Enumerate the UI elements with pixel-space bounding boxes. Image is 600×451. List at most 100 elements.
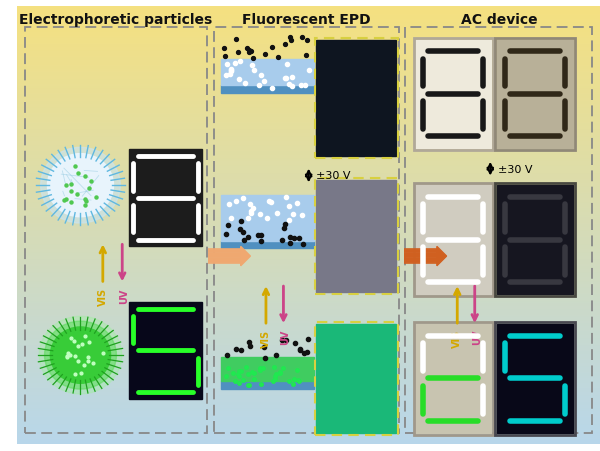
- Bar: [17, 312, 600, 315]
- Bar: [316, 181, 396, 292]
- Bar: [17, 139, 600, 142]
- Bar: [17, 25, 600, 28]
- Bar: [413, 322, 493, 435]
- Bar: [17, 23, 600, 26]
- Text: ±30 V: ±30 V: [316, 171, 351, 181]
- Bar: [17, 82, 600, 85]
- Bar: [17, 369, 600, 372]
- Bar: [17, 163, 600, 166]
- Bar: [17, 249, 600, 252]
- Bar: [17, 402, 600, 405]
- Bar: [17, 154, 600, 157]
- Bar: [221, 60, 314, 86]
- Text: AC device: AC device: [461, 13, 538, 27]
- Bar: [17, 12, 600, 15]
- Bar: [17, 304, 600, 307]
- Bar: [17, 161, 600, 164]
- Bar: [17, 36, 600, 39]
- Bar: [17, 156, 600, 160]
- Bar: [17, 330, 600, 333]
- Bar: [17, 266, 600, 269]
- Bar: [17, 308, 600, 311]
- Bar: [17, 38, 600, 41]
- Bar: [17, 433, 600, 436]
- Bar: [314, 38, 398, 159]
- Bar: [17, 299, 600, 302]
- Bar: [17, 341, 600, 344]
- Bar: [17, 363, 600, 366]
- Bar: [17, 393, 600, 396]
- Bar: [17, 194, 600, 197]
- Bar: [497, 324, 573, 433]
- Bar: [17, 397, 600, 400]
- Bar: [17, 87, 600, 90]
- Bar: [413, 38, 493, 151]
- Bar: [415, 324, 491, 433]
- Bar: [17, 67, 600, 70]
- Bar: [17, 45, 600, 48]
- Bar: [17, 343, 600, 346]
- Bar: [17, 189, 600, 193]
- Bar: [17, 288, 600, 291]
- Bar: [17, 80, 600, 83]
- Bar: [221, 241, 314, 249]
- Text: Electrophoretic particles: Electrophoretic particles: [19, 13, 212, 27]
- Ellipse shape: [41, 148, 120, 224]
- Bar: [17, 220, 600, 223]
- Bar: [17, 133, 600, 136]
- Bar: [17, 30, 600, 33]
- Bar: [17, 380, 600, 383]
- Bar: [17, 430, 600, 433]
- Bar: [17, 295, 600, 298]
- Bar: [17, 146, 600, 149]
- Bar: [17, 198, 600, 202]
- Polygon shape: [241, 247, 250, 266]
- Bar: [17, 387, 600, 390]
- Bar: [17, 409, 600, 412]
- Bar: [17, 347, 600, 350]
- Bar: [17, 216, 600, 219]
- Bar: [17, 200, 600, 203]
- Bar: [17, 150, 600, 153]
- Bar: [17, 43, 600, 46]
- Bar: [17, 435, 600, 438]
- Bar: [17, 47, 600, 51]
- Bar: [17, 218, 600, 221]
- Bar: [17, 411, 600, 414]
- Bar: [17, 253, 600, 256]
- Bar: [17, 28, 600, 31]
- Bar: [17, 323, 600, 326]
- Bar: [17, 143, 600, 147]
- Bar: [17, 404, 600, 407]
- Bar: [17, 84, 600, 87]
- Bar: [17, 91, 600, 94]
- Text: VIS: VIS: [98, 287, 108, 306]
- Bar: [17, 10, 600, 13]
- Bar: [17, 60, 600, 64]
- Bar: [17, 181, 600, 184]
- Bar: [17, 225, 600, 228]
- Text: VIS: VIS: [452, 329, 462, 347]
- Bar: [497, 41, 573, 149]
- Bar: [129, 150, 202, 247]
- Bar: [314, 179, 398, 295]
- Bar: [316, 41, 396, 156]
- Bar: [17, 358, 600, 361]
- Bar: [17, 419, 600, 423]
- Bar: [17, 428, 600, 431]
- Bar: [17, 286, 600, 289]
- Bar: [17, 371, 600, 374]
- Bar: [17, 115, 600, 118]
- Bar: [17, 168, 600, 171]
- Bar: [495, 184, 575, 296]
- Bar: [17, 389, 600, 392]
- Bar: [17, 214, 600, 217]
- Bar: [214, 28, 399, 433]
- Bar: [17, 422, 600, 425]
- Bar: [17, 382, 600, 385]
- Bar: [17, 354, 600, 357]
- Bar: [17, 246, 600, 249]
- Bar: [17, 106, 600, 110]
- Bar: [17, 301, 600, 304]
- Bar: [17, 34, 600, 37]
